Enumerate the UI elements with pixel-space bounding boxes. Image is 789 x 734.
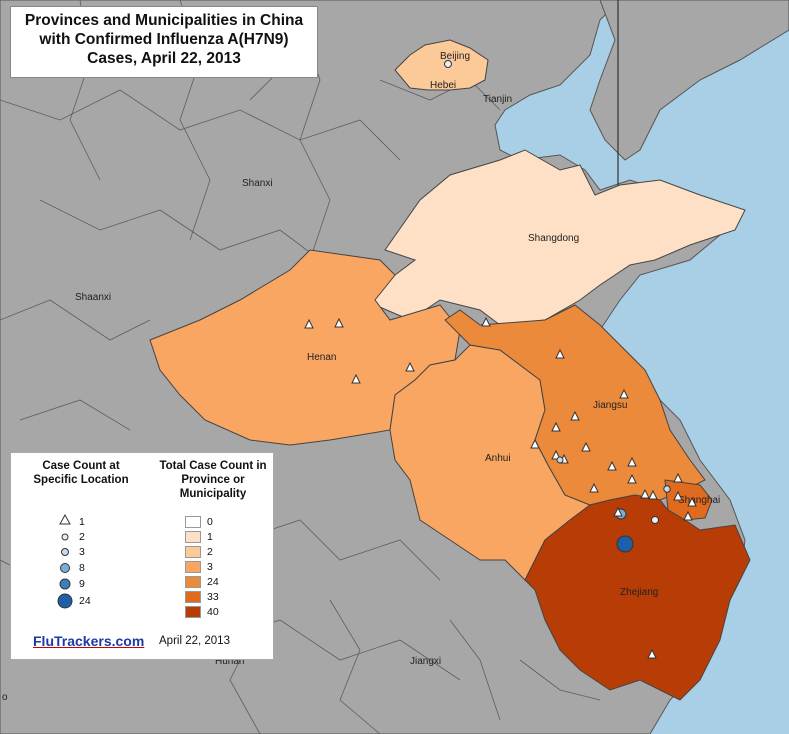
label-shaanxi: Shaanxi: [75, 292, 111, 303]
flutrackers-link[interactable]: FluTrackers.com: [33, 633, 145, 649]
marker-circle-24: [616, 535, 634, 553]
legend-total-count: 33: [207, 591, 219, 603]
legend-location-count: 3: [79, 546, 85, 558]
marker-triangle: [687, 496, 697, 507]
marker-triangle: [627, 456, 637, 467]
legend-symbol-2: [61, 533, 69, 541]
marker-circle-2: [556, 456, 564, 464]
marker-triangle: [607, 460, 617, 471]
legend-symbol-triangle: [59, 513, 71, 525]
marker-beijing: [444, 60, 452, 68]
legend-swatch-1: [185, 531, 201, 543]
label-hebei: Hebei: [430, 80, 456, 91]
marker-triangle: [683, 510, 693, 521]
legend-location-header: Case Count at Specific Location: [19, 459, 143, 487]
legend-location-count: 1: [79, 516, 85, 528]
legend-date: April 22, 2013: [159, 635, 230, 647]
marker-triangle: [551, 449, 561, 460]
title-line-2: with Confirmed Influenza A(H7N9): [39, 31, 289, 48]
legend-location-header-line2: Specific Location: [33, 474, 129, 486]
legend-symbol-3: [61, 548, 69, 556]
marker-triangle: [619, 388, 629, 399]
legend-swatch-40: [185, 606, 201, 618]
legend-total-count: 2: [207, 546, 213, 558]
label-jiangsu: Jiangsu: [593, 400, 627, 411]
label-shanxi: Shanxi: [242, 178, 273, 189]
label-tianjin: Tianjin: [483, 94, 512, 105]
marker-triangle: [648, 489, 658, 500]
legend-location-header-line1: Case Count at: [42, 460, 120, 472]
title-line-3: Cases, April 22, 2013: [87, 50, 241, 67]
label-anhui: Anhui: [485, 453, 511, 464]
legend-panel: Case Count at Specific Location Total Ca…: [10, 452, 274, 660]
marker-triangle: [351, 373, 361, 384]
legend-swatch-0: [185, 516, 201, 528]
legend-total-count: 3: [207, 561, 213, 573]
marker-triangle: [589, 482, 599, 493]
legend-swatch-2: [185, 546, 201, 558]
legend-total-header: Total Case Count in Province or Municipa…: [151, 459, 275, 501]
legend-symbol-9: [59, 578, 71, 590]
legend-symbol-24: [57, 593, 73, 609]
legend-total-count: 24: [207, 576, 219, 588]
legend-total-count: 1: [207, 531, 213, 543]
label-hunan: Hunan: [215, 656, 244, 667]
legend-symbol-8: [60, 563, 70, 573]
title-line-1: Provinces and Municipalities in China: [24, 12, 304, 29]
marker-triangle: [640, 488, 650, 499]
label-jiangxi: Jiangxi: [410, 656, 441, 667]
marker-triangle: [673, 490, 683, 501]
legend-location-symbols: [57, 513, 73, 609]
province-hebei: [394, 39, 489, 91]
label-shanghai: Shanghai: [678, 495, 720, 506]
legend-swatch-33: [185, 591, 201, 603]
marker-triangle: [555, 348, 565, 359]
label-zhejiang: Zhejiang: [620, 587, 658, 598]
label-shangdong: Shangdong: [528, 233, 579, 244]
marker-triangle: [334, 317, 344, 328]
province-zhejiang: [524, 494, 751, 701]
marker-triangle: [627, 473, 637, 484]
marker-triangle: [405, 361, 415, 372]
marker-triangle: [613, 506, 623, 517]
case-markers: [304, 60, 697, 659]
marker-triangle: [304, 318, 314, 329]
legend-total-count: 0: [207, 516, 213, 528]
label-edge-partial: o: [2, 692, 8, 703]
legend-total-header-line3: Municipality: [179, 488, 247, 500]
marker-circle-2: [651, 516, 659, 524]
legend-location-count: 9: [79, 578, 85, 590]
province-henan: [149, 249, 461, 446]
land-korea: [589, 0, 789, 161]
legend-location-count: 8: [79, 562, 85, 574]
marker-triangle: [551, 421, 561, 432]
legend-swatch-3: [185, 561, 201, 573]
marker-triangle: [673, 472, 683, 483]
marker-circle-2: [663, 485, 671, 493]
marker-triangle: [570, 410, 580, 421]
legend-total-header-line2: Province or: [181, 474, 245, 486]
label-henan: Henan: [307, 352, 336, 363]
marker-triangle: [581, 441, 591, 452]
legend-location-count: 2: [79, 531, 85, 543]
map-title: Provinces and Municipalities in China wi…: [10, 6, 318, 78]
legend-total-count: 40: [207, 606, 219, 618]
marker-triangle: [481, 316, 491, 327]
legend-location-count: 24: [79, 595, 91, 607]
label-beijing: Beijing: [440, 51, 470, 62]
legend-total-header-line1: Total Case Count in: [159, 460, 267, 472]
legend-swatch-24: [185, 576, 201, 588]
marker-triangle: [530, 438, 540, 449]
marker-triangle: [647, 648, 657, 659]
